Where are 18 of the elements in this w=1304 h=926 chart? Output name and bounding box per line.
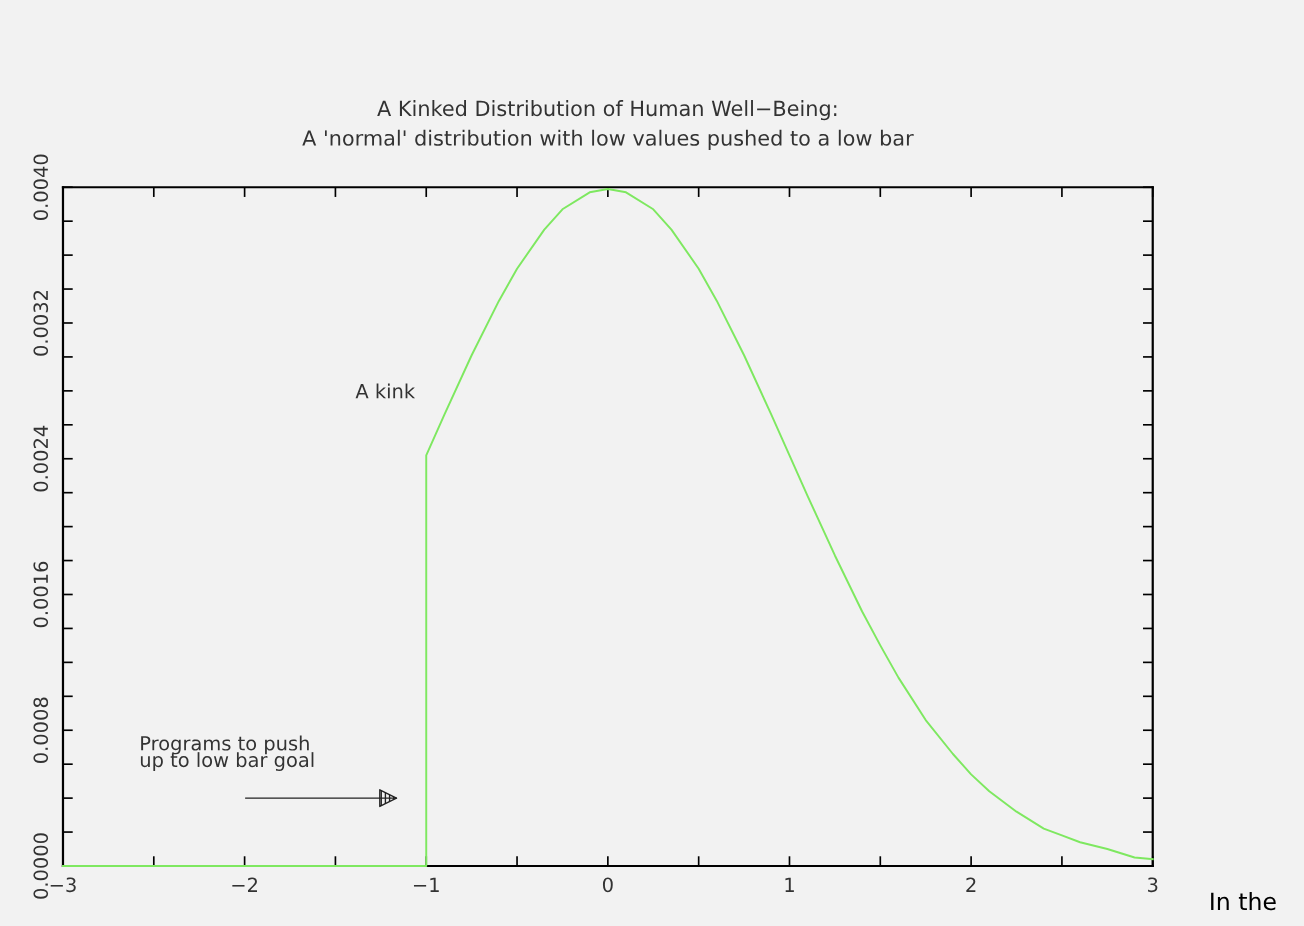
x-tick-label: −1	[413, 877, 439, 892]
x-tick-label: 3	[1148, 877, 1158, 893]
x-tick-label: −3	[50, 877, 76, 893]
x-tick-label: 1	[785, 877, 794, 892]
y-tick-label: 0.0032	[33, 290, 49, 356]
annotation: Programs to push up to low bar goal	[140, 735, 314, 771]
y-tick-label: 0.0040	[33, 154, 49, 220]
annotation: A kink	[355, 383, 416, 399]
y-tick-label: 0.0008	[33, 697, 49, 763]
y-tick-label: 0.0016	[33, 561, 49, 628]
chart-title: A Kinked Distribution of Human Well−Being: A 'normal' distribution with low values pushed to a low bar	[302, 100, 914, 150]
line-series	[62, 187, 1154, 867]
y-tick-label: 0.0024	[33, 425, 49, 492]
x-tick-label: 0	[602, 877, 613, 893]
x-tick-label: 2	[966, 877, 976, 892]
text: In the	[1211, 892, 1276, 911]
x-tick-label: −2	[232, 877, 257, 892]
y-tick-label: 0.0000	[33, 833, 49, 899]
